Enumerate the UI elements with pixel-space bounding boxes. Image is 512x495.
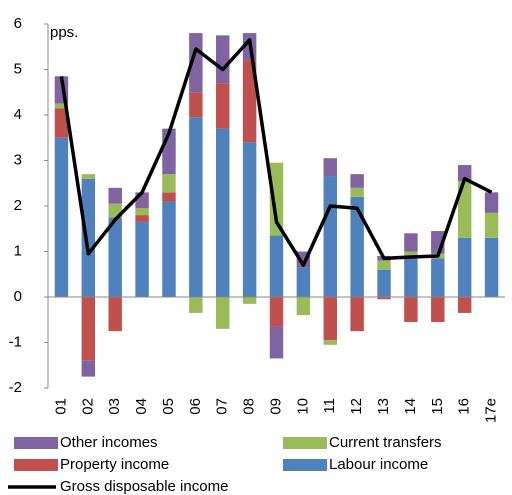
bar-segment bbox=[135, 221, 149, 297]
bar-segment bbox=[296, 267, 311, 297]
bar-segment bbox=[135, 215, 149, 222]
bar-segment bbox=[484, 212, 499, 238]
bar-segment bbox=[269, 235, 284, 297]
bar-segment bbox=[81, 174, 96, 179]
legend-label: Gross disposable income bbox=[60, 478, 228, 495]
bar-segment bbox=[484, 192, 499, 213]
bar-segment bbox=[377, 297, 391, 300]
bar-segment bbox=[108, 187, 122, 204]
bar-segment bbox=[431, 258, 445, 297]
bar-segment bbox=[269, 162, 284, 236]
y-tick-label: 0 bbox=[14, 288, 22, 305]
y-tick-label: 1 bbox=[14, 242, 22, 259]
bar-segment bbox=[404, 258, 418, 297]
x-tick-label: 06 bbox=[187, 398, 204, 415]
y-tick-label: 6 bbox=[14, 15, 22, 32]
bar-segment bbox=[189, 33, 203, 93]
bar-segment bbox=[54, 137, 69, 297]
x-tick-label: 03 bbox=[106, 398, 123, 415]
y-tick-label: 4 bbox=[14, 106, 22, 123]
y-tick-label: 2 bbox=[14, 197, 22, 214]
bar-segment bbox=[216, 128, 230, 297]
x-tick-label: 13 bbox=[375, 398, 392, 415]
bar-segment bbox=[269, 326, 284, 359]
y-axis-label: pps. bbox=[50, 24, 78, 41]
legend-label: Other incomes bbox=[60, 434, 158, 451]
x-tick-label: 07 bbox=[214, 398, 231, 415]
bar-segment bbox=[431, 297, 445, 323]
bar-segment bbox=[323, 340, 337, 345]
bar-segment bbox=[269, 297, 284, 327]
x-tick-label: 09 bbox=[267, 398, 284, 415]
x-tick-label: 16 bbox=[456, 398, 473, 415]
bar-segment bbox=[81, 178, 96, 297]
bar-segment bbox=[323, 176, 337, 297]
y-tick-label: -1 bbox=[9, 333, 22, 350]
line bbox=[59, 38, 493, 267]
bar-segment bbox=[216, 297, 230, 329]
bar-segment bbox=[216, 83, 230, 129]
x-tick-label: 17e bbox=[483, 398, 500, 423]
bar-segment bbox=[54, 108, 69, 138]
y-tick-label: 5 bbox=[14, 60, 22, 77]
bar-segment bbox=[189, 92, 203, 118]
bar-segment bbox=[108, 217, 122, 297]
bar-segment bbox=[484, 237, 499, 297]
x-tick-label: 14 bbox=[402, 398, 419, 415]
x-tick-label: 11 bbox=[321, 398, 338, 414]
legend-swatch bbox=[283, 459, 327, 471]
bar-segment bbox=[457, 237, 472, 297]
bar-segment bbox=[189, 117, 203, 298]
legend-label: Property income bbox=[60, 456, 169, 473]
bar-segment bbox=[242, 297, 257, 304]
bar-segment bbox=[216, 35, 230, 84]
legend-swatch bbox=[14, 459, 58, 471]
bar-segment bbox=[350, 297, 364, 332]
bar-segment bbox=[323, 297, 337, 341]
bar-segment bbox=[377, 269, 391, 297]
bar-segment bbox=[457, 180, 472, 238]
bar-segment bbox=[162, 201, 176, 297]
bar-segment bbox=[377, 260, 391, 270]
x-tick-label: 02 bbox=[79, 398, 96, 415]
legend-swatch bbox=[14, 437, 58, 449]
x-tick-label: 10 bbox=[294, 398, 311, 415]
bar-segment bbox=[162, 174, 176, 193]
bar-segment bbox=[54, 103, 69, 109]
bar-segment bbox=[81, 360, 96, 377]
bar-segment bbox=[108, 297, 122, 332]
bar-segment bbox=[457, 165, 472, 181]
bar-segment bbox=[404, 297, 418, 323]
x-tick-label: 12 bbox=[348, 398, 365, 415]
x-tick-label: 08 bbox=[241, 398, 258, 415]
x-tick-label: 04 bbox=[133, 398, 150, 415]
x-tick-label: 05 bbox=[160, 398, 177, 415]
y-tick-label: 3 bbox=[14, 151, 22, 168]
bar-segment bbox=[81, 297, 96, 361]
bar-segment bbox=[135, 208, 149, 216]
bar-segment bbox=[457, 297, 472, 313]
bar-segment bbox=[323, 158, 337, 177]
bar-segment bbox=[404, 233, 418, 252]
bar-segment bbox=[242, 142, 257, 297]
bar-segment bbox=[242, 60, 257, 143]
bar-segment bbox=[350, 174, 364, 188]
bar-segment bbox=[404, 251, 418, 259]
bar-segment bbox=[189, 297, 203, 313]
bar-segment bbox=[350, 196, 364, 297]
bar-segment bbox=[350, 187, 364, 197]
legend-swatch bbox=[283, 437, 327, 449]
x-tick-label: 15 bbox=[429, 398, 446, 415]
y-tick-label: -2 bbox=[9, 379, 22, 396]
legend-label: Current transfers bbox=[329, 434, 442, 451]
bar-segment bbox=[296, 297, 311, 316]
bar-segment bbox=[162, 192, 176, 202]
x-tick-label: 01 bbox=[52, 398, 69, 415]
legend-label: Labour income bbox=[329, 456, 428, 473]
